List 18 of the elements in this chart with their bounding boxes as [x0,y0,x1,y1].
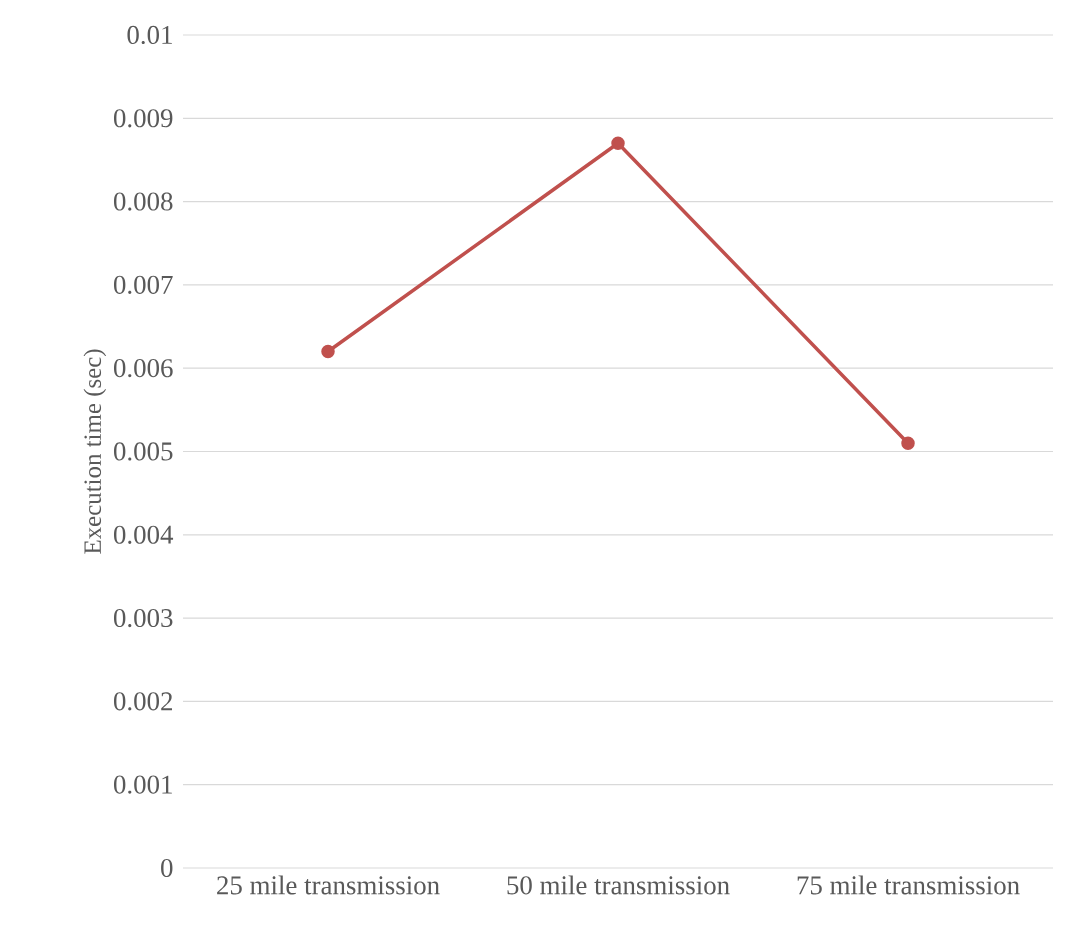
y-tick-label: 0 [161,858,173,878]
y-tick-label: 0.001 [113,775,172,794]
y-tick-label: 0.01 [127,25,172,45]
y-tick-label: 0.007 [113,275,173,295]
y-tick-label: 0.008 [113,192,173,211]
x-tick-label: 75 mile transmission [797,875,1020,895]
y-tick-label: 0.005 [113,442,173,461]
point [321,344,335,359]
y-tick-label: 0.004 [113,525,174,544]
point [901,436,915,450]
y-tick-label: 0.002 [113,692,172,711]
x-tick-label: 25 mile transmission [217,875,440,895]
point [611,136,625,151]
x-tick-label: 50 mile transmission [507,875,730,895]
y-axis-title: Execution time (sec) [83,349,107,554]
y-tick-label: 0.003 [113,608,173,628]
y-tick-label: 0.009 [113,109,173,128]
y-tick-label: 0.006 [113,359,173,378]
